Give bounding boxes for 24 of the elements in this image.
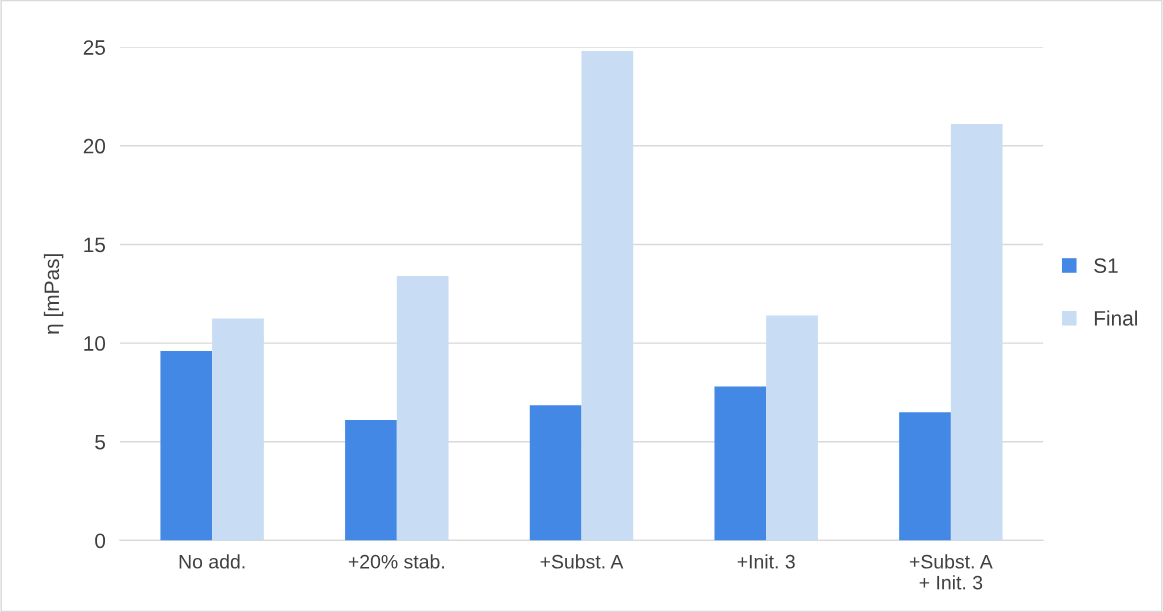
y-tick-label: 0 [95,533,106,549]
bar [160,350,213,541]
bar [714,386,767,541]
x-tick-label: +Subst. A + Init. 3 [909,554,993,590]
x-tick-label: No add. [179,554,245,569]
y-tick-label: 10 [84,336,106,351]
legend-label: S1 [1094,258,1118,273]
bar [529,405,582,541]
y-tick-label: 20 [83,138,106,154]
x-tick-label: +Init. 3 [737,554,795,569]
y-axis-title: η [mPas] [43,254,64,334]
y-tick-label: 25 [83,40,106,55]
bar [396,276,449,541]
bar [950,124,1003,541]
bar [212,318,264,541]
bar [581,51,634,541]
bar [899,412,951,541]
x-tick-label: +Subst. A [540,554,624,569]
bar [345,420,397,541]
y-tick-label: 5 [95,434,106,450]
y-tick-label: 15 [84,237,106,253]
legend-label: Final [1094,310,1137,326]
bar [766,315,818,541]
x-tick-label: +20% stab. [348,554,444,569]
